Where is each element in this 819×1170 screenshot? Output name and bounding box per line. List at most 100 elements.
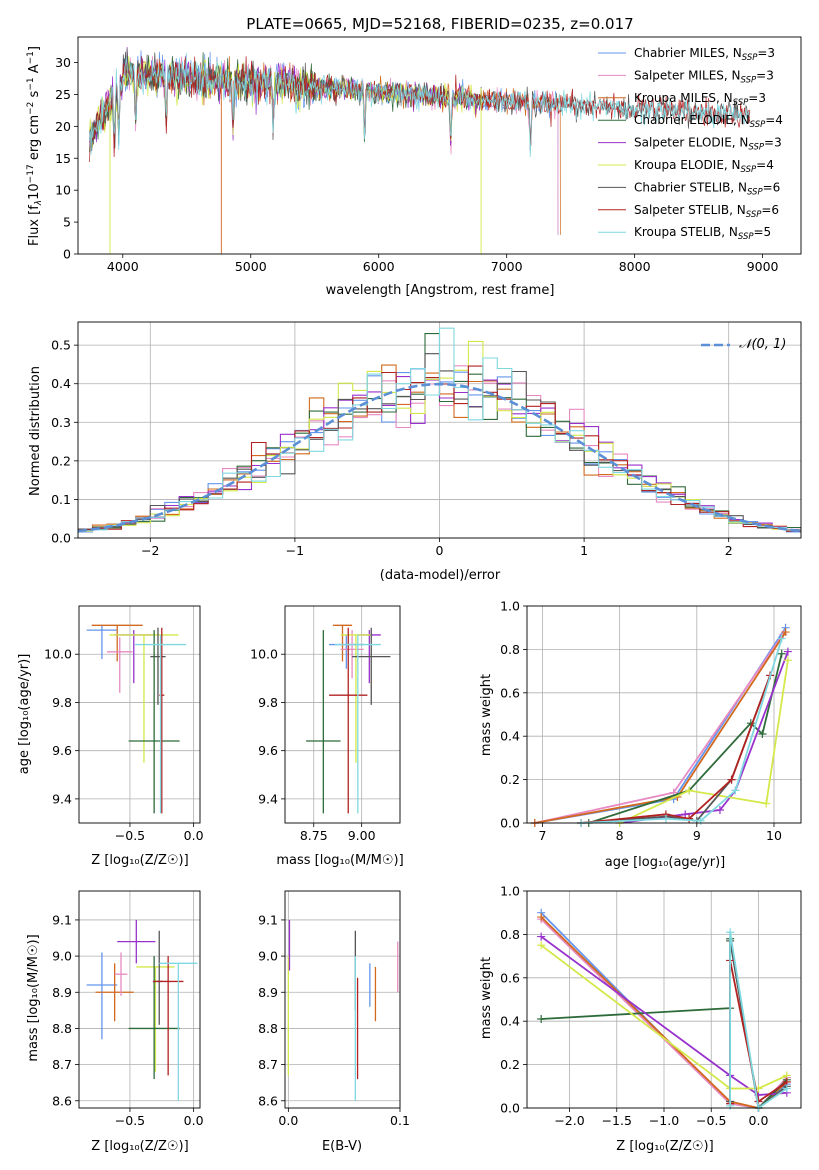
y-tick-label: 8.7 — [52, 1057, 72, 1072]
axes-frame — [77, 321, 802, 539]
y-tick-label: 9.4 — [258, 791, 278, 806]
x-tick-label: 9 — [693, 828, 701, 843]
y-tick-label: 8.7 — [258, 1057, 278, 1072]
mass-weight-marker — [758, 730, 767, 739]
x-tick-label: −2 — [141, 543, 159, 558]
y-tick-label: 15 — [55, 151, 71, 166]
y-tick-label: 1.0 — [500, 884, 520, 899]
axes-frame — [78, 890, 201, 1109]
x-tick-label: 8 — [616, 828, 624, 843]
mass-weight-marker — [537, 913, 546, 922]
mw-z-xlabel: Z [log₁₀(Z/Z☉)] — [616, 1139, 713, 1154]
x-tick-label: 0.0 — [278, 1113, 298, 1128]
y-tick-label: 8.8 — [258, 1021, 278, 1036]
mass-weight-marker — [777, 634, 786, 643]
mass-weight-marker — [685, 814, 694, 823]
axes-frame — [526, 890, 802, 1109]
legend-label: Kroupa ELODIE, NSSP=4 — [634, 158, 774, 175]
mass-vs-metallicity-plot: −0.5 0.0 8.6 8.7 8.8 8.9 9.0 9.1 — [52, 890, 204, 1128]
y-tick-label: 0.0 — [500, 1101, 520, 1116]
y-tick-label: 0.4 — [51, 376, 71, 391]
legend-label: Salpeter MILES, NSSP=3 — [634, 68, 774, 85]
x-tick-label: 0 — [436, 543, 444, 558]
y-tick-label: 8.9 — [258, 985, 278, 1000]
legend-label: Kroupa MILES, NSSP=3 — [634, 91, 766, 108]
mass-weight-marker — [731, 786, 740, 795]
gaussian-curve — [77, 382, 802, 533]
y-tick-label: 9.1 — [258, 912, 278, 927]
y-tick-label: 25 — [55, 87, 71, 102]
mass-weight-marker — [537, 932, 546, 941]
y-tick-label: 0.8 — [500, 642, 520, 657]
y-tick-label: 0.8 — [500, 927, 520, 942]
x-tick-label: 0.1 — [390, 1113, 410, 1128]
x-tick-label: 0.0 — [184, 1113, 204, 1128]
age-mass-xlabel: mass [log₁₀(M/M☉)] — [276, 853, 403, 868]
mass-weight-vs-age-plot: 7 8 9 10 0.0 0.2 0.4 0.6 0.8 1.0 — [500, 599, 802, 843]
spectrum-series-line — [89, 52, 482, 153]
x-tick-label: 8.75 — [300, 828, 328, 843]
x-tick-label: 1 — [580, 543, 588, 558]
spectrum-ylabel: Flux [fλ10−17 erg cm−2 s−1 A−1] — [26, 46, 44, 246]
mass-weight-marker — [696, 816, 705, 825]
mass-weight-marker — [726, 928, 735, 937]
y-tick-label: 0.6 — [500, 685, 520, 700]
y-tick-label: 9.6 — [258, 743, 278, 758]
y-tick-label: 0.1 — [51, 492, 71, 507]
mass-weight-marker — [661, 814, 670, 823]
x-tick-label: 9000 — [747, 259, 779, 274]
mass-ebv-xlabel: E(B-V) — [322, 1139, 362, 1154]
legend-label: Chabrier STELIB, NSSP=6 — [634, 180, 780, 197]
x-tick-label: −0.5 — [696, 1113, 726, 1128]
y-tick-label: 9.8 — [258, 695, 278, 710]
y-tick-label: 9.0 — [52, 949, 72, 964]
y-tick-label: 9.1 — [52, 912, 72, 927]
legend-label: Chabrier ELODIE, NSSP=4 — [634, 113, 783, 130]
x-tick-label: 6000 — [363, 259, 395, 274]
y-tick-label: 0.0 — [51, 531, 71, 546]
x-tick-label: 7 — [538, 828, 546, 843]
mass-weight-marker — [537, 941, 546, 950]
y-tick-label: 8.6 — [52, 1093, 72, 1108]
mass-weight-marker — [685, 786, 694, 795]
y-tick-label: 9.4 — [52, 791, 72, 806]
x-tick-label: 5000 — [235, 259, 267, 274]
mass-weight-marker — [783, 647, 792, 656]
age-z-xlabel: Z [log₁₀(Z/Z☉)] — [91, 853, 188, 868]
mw-age-xlabel: age [log₁₀(age/yr)] — [605, 855, 726, 870]
legend-label: Salpeter STELIB, NSSP=6 — [634, 203, 779, 220]
residuals-ylabel: Normed distribution — [28, 366, 43, 496]
spectrum-series-line — [89, 52, 751, 158]
y-tick-label: 0.6 — [500, 970, 520, 985]
y-tick-label: 0.4 — [500, 729, 520, 744]
x-tick-label: −1 — [286, 543, 304, 558]
y-tick-label: 0.2 — [51, 453, 71, 468]
mass-weight-marker — [762, 799, 771, 808]
y-tick-label: 9.6 — [52, 743, 72, 758]
x-tick-label: 4000 — [107, 259, 139, 274]
residuals-xlabel: (data-model)/error — [380, 568, 501, 583]
x-tick-label: −1.5 — [602, 1113, 632, 1128]
y-tick-label: 8.8 — [52, 1021, 72, 1036]
mass-weight-marker — [715, 805, 724, 814]
mass-weight-marker — [537, 1015, 546, 1024]
y-tick-label: 8.9 — [52, 985, 72, 1000]
mass-weight-series — [540, 935, 787, 1096]
axes-frame — [284, 890, 401, 1109]
y-tick-label: 9.0 — [258, 949, 278, 964]
axes-frame — [284, 605, 401, 824]
mass-z-ylabel: mass [log₁₀(M/M☉)] — [26, 934, 41, 1061]
mass-weight-marker — [783, 656, 792, 665]
legend-label: Chabrier MILES, NSSP=3 — [634, 46, 775, 63]
mass-z-xlabel: Z [log₁₀(Z/Z☉)] — [91, 1139, 188, 1154]
mass-weight-marker — [727, 775, 736, 784]
x-tick-label: −0.5 — [115, 1113, 145, 1128]
y-tick-label: 20 — [55, 119, 71, 134]
y-tick-label: 30 — [55, 55, 71, 70]
x-tick-label: 9.00 — [348, 828, 376, 843]
y-tick-label: 0.2 — [500, 1057, 520, 1072]
x-tick-label: 0.0 — [184, 828, 204, 843]
x-tick-label: 8000 — [619, 259, 651, 274]
x-tick-label: −2.0 — [554, 1113, 584, 1128]
x-tick-label: −1.0 — [649, 1113, 679, 1128]
